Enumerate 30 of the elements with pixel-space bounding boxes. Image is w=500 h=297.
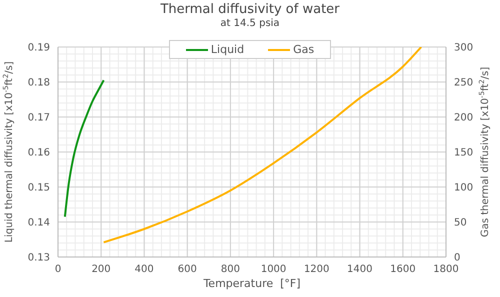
y-tick-label: 0.13	[28, 252, 50, 264]
y-tick-label: 0.19	[28, 42, 50, 54]
x-tick-label: 1400	[347, 264, 373, 276]
line-series	[64, 79, 105, 218]
y2-tick-label: 100	[454, 182, 474, 194]
y2-tick-label: 150	[454, 148, 474, 159]
x-tick-label: 600	[178, 264, 197, 276]
chart-title: Thermal diffusivity of water	[159, 2, 341, 17]
x-tick-label: 1800	[433, 264, 459, 276]
y2-tick-label: 50	[454, 218, 467, 229]
x-tick-label: 400	[134, 264, 154, 276]
x-tick-label: 1200	[304, 264, 330, 276]
y2-tick-label: 200	[454, 112, 474, 124]
x-axis-title: Temperature [°F]	[202, 277, 301, 290]
x-tick-label: 200	[92, 264, 111, 276]
y-tick-label: 0.16	[28, 148, 50, 159]
x-tick-label: 0	[54, 264, 62, 276]
y-tick-label: 0.18	[28, 78, 50, 89]
y-tick-label: 0.15	[28, 182, 50, 194]
y-tick-label: 0.14	[28, 218, 50, 229]
y2-tick-label: 300	[454, 42, 474, 54]
legend-label: Liquid	[210, 43, 244, 56]
x-tick-label: 800	[220, 264, 240, 276]
x-tick-label: 1600	[390, 264, 416, 276]
x-tick-label: 1000	[260, 264, 286, 276]
y-tick-label: 0.17	[28, 112, 50, 124]
chart-subtitle: at 14.5 psia	[219, 18, 281, 29]
legend-label: Gas	[292, 43, 314, 56]
y2-tick-label: 250	[454, 78, 474, 89]
y2-tick-label: 0	[454, 252, 460, 264]
